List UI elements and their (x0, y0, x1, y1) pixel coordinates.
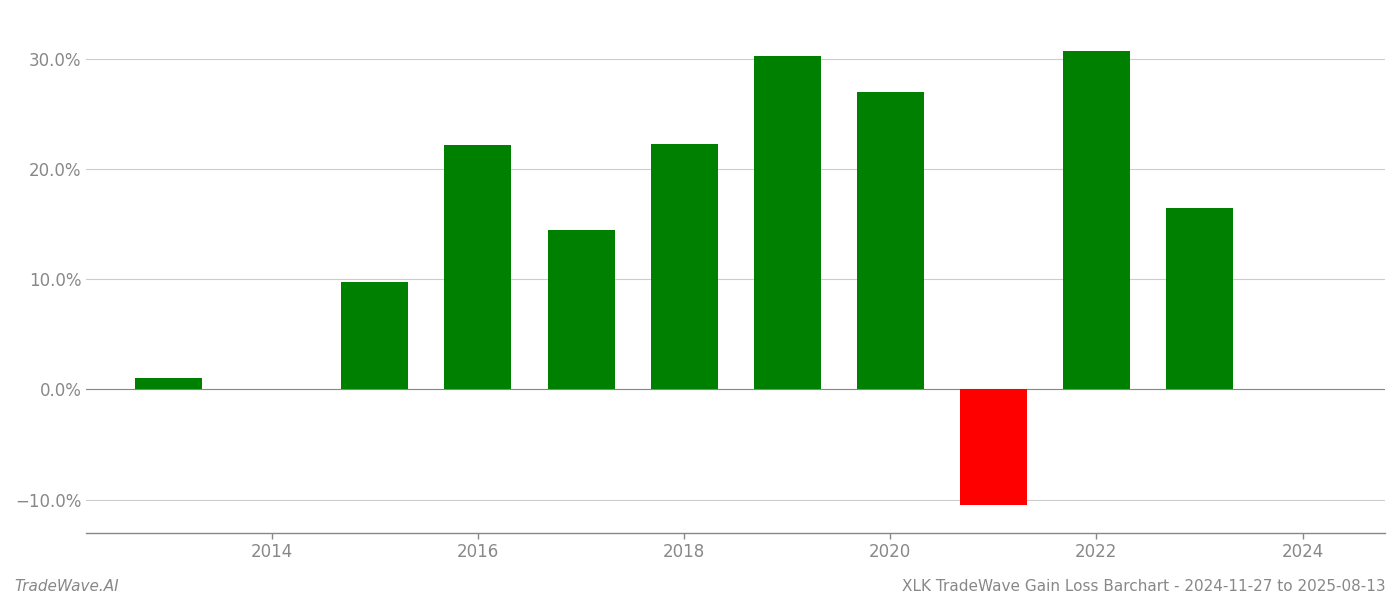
Bar (342, 281, 409, 389)
Bar (1166, 208, 1233, 389)
Bar (857, 92, 924, 389)
Text: TradeWave.AI: TradeWave.AI (14, 579, 119, 594)
Bar (136, 379, 202, 389)
Bar (444, 145, 511, 389)
Bar (547, 230, 615, 389)
Bar (753, 56, 820, 389)
Bar (1063, 52, 1130, 389)
Bar (960, 389, 1026, 505)
Text: XLK TradeWave Gain Loss Barchart - 2024-11-27 to 2025-08-13: XLK TradeWave Gain Loss Barchart - 2024-… (903, 579, 1386, 594)
Bar (651, 144, 718, 389)
